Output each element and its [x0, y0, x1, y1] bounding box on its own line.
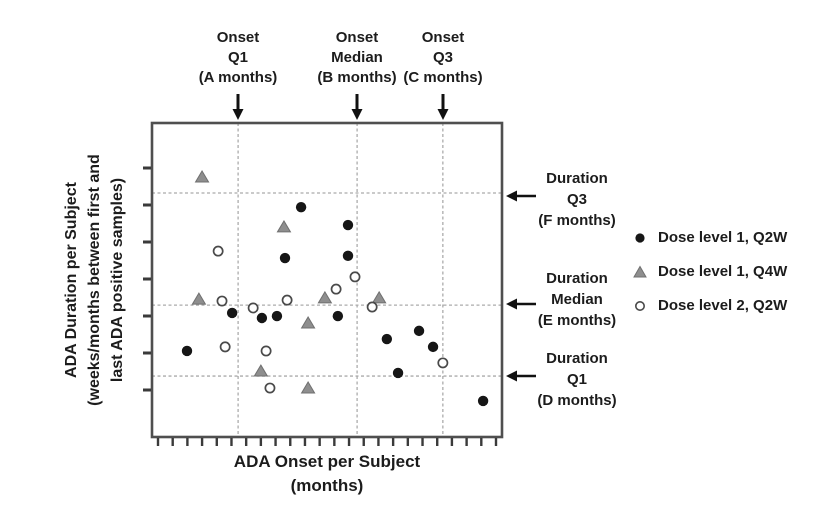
annotation-duration-q3-line1: Duration [546, 170, 608, 187]
data-point-dose2-q2w [216, 295, 228, 307]
annotation-duration-median: Duration Median (E months) [527, 268, 627, 331]
annotation-onset-q1-line3: (A months) [198, 69, 278, 86]
down-arrow-icon [232, 94, 244, 120]
annotation-duration-median-line3: (E months) [537, 312, 617, 329]
legend-label: Dose level 1, Q4W [658, 263, 788, 280]
y-axis-label: ADA Duration per Subject (weeks/months b… [60, 110, 130, 450]
x-axis-label: ADA Onset per Subject (months) [152, 450, 502, 498]
data-point-dose1-q4w [276, 219, 292, 233]
data-point-dose2-q2w [247, 302, 259, 314]
data-point-dose1-q2w [392, 367, 404, 379]
data-point-dose1-q4w [300, 316, 316, 329]
data-point-dose2-q2w [349, 271, 361, 283]
data-point-dose1-q4w [371, 290, 387, 304]
y-axis-label-line1: ADA Duration per Subject [63, 182, 80, 378]
annotation-duration-q1: Duration Q1 (D months) [527, 348, 627, 411]
data-point-dose1-q4w [317, 290, 333, 304]
data-point-dose1-q2w [226, 307, 238, 319]
annotation-onset-median-line3: (B months) [317, 69, 397, 86]
data-point-dose1-q2w [342, 250, 354, 262]
data-point-dose1-q2w [279, 252, 291, 264]
data-point-dose1-q4w [300, 381, 316, 394]
y-axis-label-line3: last ADA positive samples) [109, 177, 126, 383]
annotation-onset-q1-line2: Q1 [227, 49, 248, 66]
left-arrow-icon [506, 190, 536, 202]
data-point-dose2-q2w [281, 294, 293, 306]
annotation-onset-q1-line1: Onset [216, 29, 260, 46]
legend: Dose level 1, Q2W Dose level 1, Q4W Dose… [632, 227, 787, 316]
annotation-onset-q3: Onset Q3 (C months) [383, 28, 503, 88]
down-arrow-icon [437, 94, 449, 120]
annotation-onset-q3-line1: Onset [421, 29, 465, 46]
data-point-dose2-q2w [212, 245, 224, 257]
annotation-onset-q3-line2: Q3 [432, 49, 453, 66]
data-point-dose2-q2w [437, 357, 449, 369]
data-point-dose1-q2w [256, 312, 268, 324]
data-point-dose1-q2w [332, 310, 344, 322]
data-point-dose2-q2w [330, 283, 342, 295]
annotation-duration-q1-line2: Q1 [566, 371, 587, 388]
data-point-dose1-q2w [381, 333, 393, 345]
data-point-dose1-q4w [191, 292, 207, 305]
annotation-duration-median-line2: Median [551, 291, 603, 308]
data-point-dose1-q4w [194, 170, 210, 183]
data-point-dose2-q2w [219, 341, 231, 353]
legend-label: Dose level 2, Q2W [658, 297, 788, 314]
down-arrow-icon [351, 94, 363, 120]
annotation-onset-median-line1: Onset [335, 29, 379, 46]
data-point-dose1-q2w [295, 201, 307, 213]
plot-border [150, 121, 504, 439]
data-point-dose1-q2w [271, 310, 283, 322]
data-point-dose2-q2w [264, 382, 276, 394]
left-arrow-icon [506, 370, 536, 382]
filled-circle-icon [635, 232, 645, 243]
x-axis-label-line2: (months) [290, 476, 364, 495]
annotation-duration-q3-line3: (F months) [538, 212, 616, 229]
legend-item-dose1-q4w: Dose level 1, Q4W [632, 261, 787, 282]
data-point-dose2-q2w [366, 301, 378, 313]
data-point-dose1-q4w [253, 364, 269, 377]
data-point-dose1-q2w [342, 219, 354, 231]
legend-item-dose1-q2w: Dose level 1, Q2W [632, 227, 787, 248]
data-point-dose1-q2w [477, 395, 489, 407]
legend-item-dose2-q2w: Dose level 2, Q2W [632, 295, 787, 316]
x-axis-label-line1: ADA Onset per Subject [233, 452, 421, 471]
annotation-duration-q3: Duration Q3 (F months) [527, 168, 627, 231]
annotation-duration-q1-line3: (D months) [537, 392, 617, 409]
annotation-onset-q1: Onset Q1 (A months) [178, 28, 298, 88]
legend-label: Dose level 1, Q2W [658, 229, 788, 246]
open-circle-icon [635, 300, 645, 311]
data-point-dose1-q2w [181, 345, 193, 357]
y-axis-label-line2: (weeks/months between first and [86, 154, 103, 406]
annotation-duration-q3-line2: Q3 [566, 191, 587, 208]
annotation-onset-q3-line3: (C months) [403, 69, 483, 86]
data-point-dose1-q2w [427, 341, 439, 353]
left-arrow-icon [506, 298, 536, 310]
scatter-plot [143, 121, 504, 446]
annotation-onset-median-line2: Median [331, 49, 383, 66]
filled-triangle-icon [633, 264, 647, 277]
annotation-onset-median: Onset Median (B months) [297, 28, 417, 88]
data-point-dose2-q2w [260, 345, 272, 357]
annotation-duration-q1-line1: Duration [546, 350, 608, 367]
annotation-duration-median-line1: Duration [546, 270, 608, 287]
data-point-dose1-q2w [413, 325, 425, 337]
